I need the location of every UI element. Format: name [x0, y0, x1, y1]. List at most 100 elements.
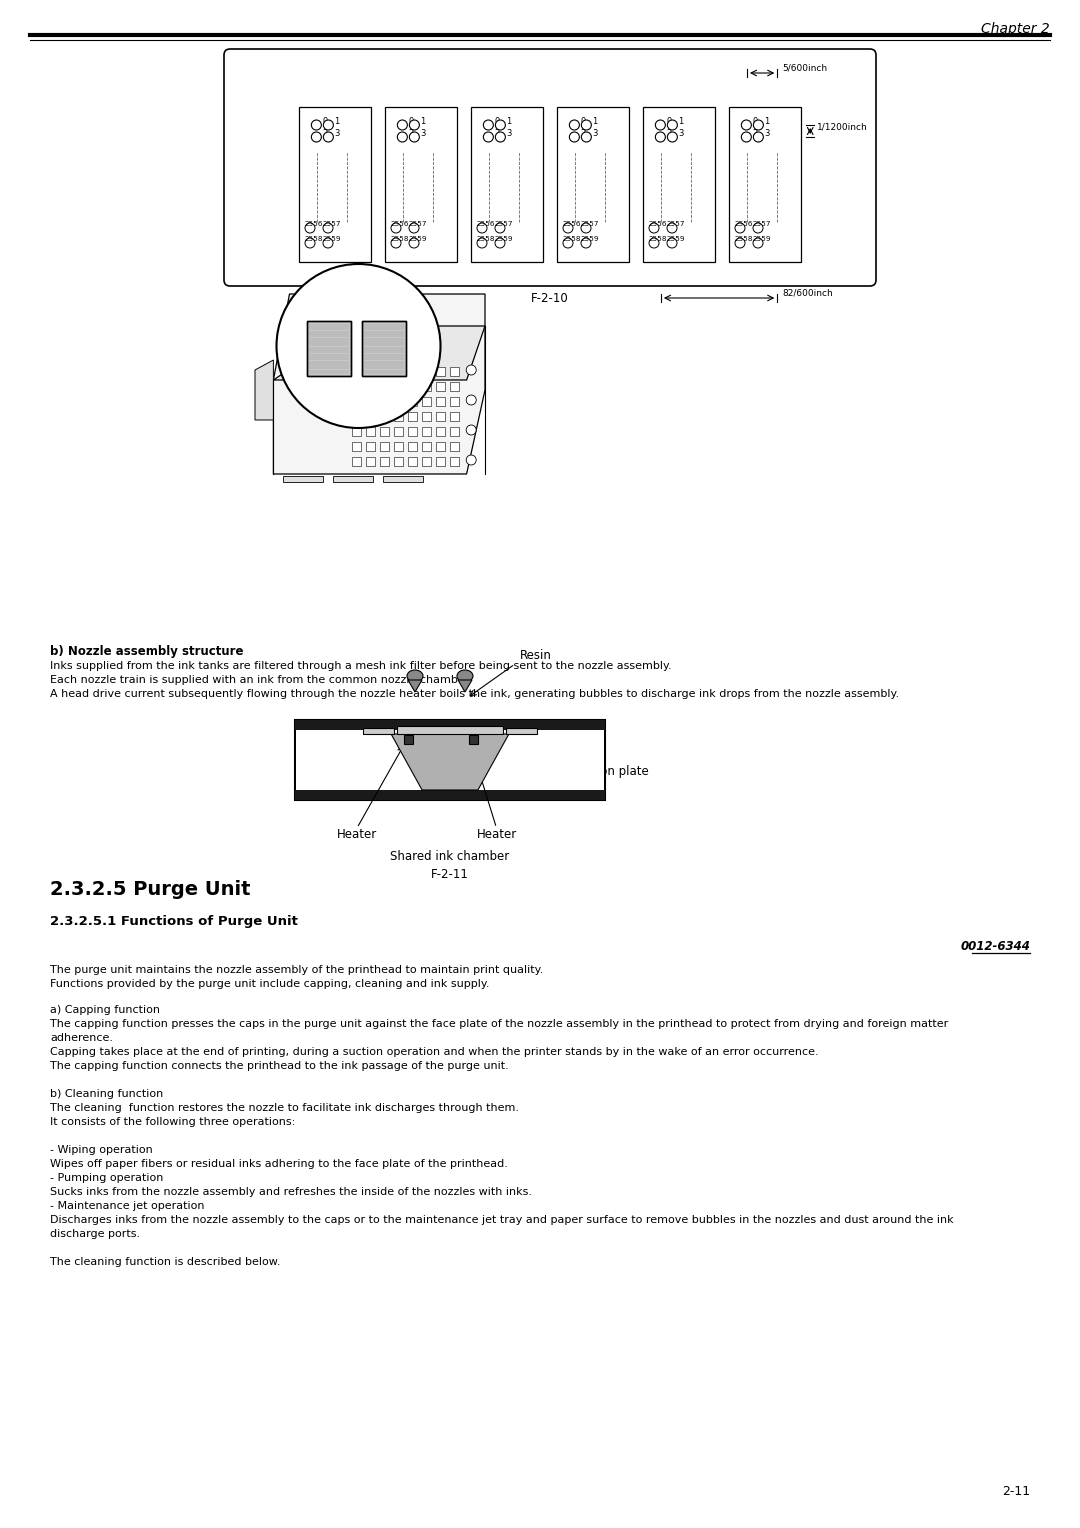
Text: 3: 3 — [335, 130, 340, 139]
Text: 2558: 2558 — [390, 235, 408, 241]
Circle shape — [409, 121, 419, 130]
Bar — [362, 321, 405, 376]
Text: 82/600inch: 82/600inch — [782, 289, 833, 298]
Circle shape — [323, 121, 334, 130]
Bar — [393, 457, 403, 466]
Text: 0: 0 — [666, 118, 672, 127]
Text: 2557: 2557 — [666, 222, 685, 228]
Polygon shape — [273, 325, 485, 380]
Text: b) Cleaning function: b) Cleaning function — [50, 1089, 163, 1099]
Polygon shape — [458, 680, 472, 692]
Bar — [295, 720, 605, 730]
Bar — [449, 442, 459, 451]
Text: 2557: 2557 — [408, 222, 427, 228]
Text: The cleaning  function restores the nozzle to facilitate ink discharges through : The cleaning function restores the nozzl… — [50, 1103, 519, 1112]
Bar — [505, 727, 537, 733]
Bar — [352, 413, 361, 422]
Circle shape — [753, 223, 762, 232]
Text: Each nozzle train is supplied with an ink from the common nozzle chamber.: Each nozzle train is supplied with an in… — [50, 675, 472, 685]
Text: 3: 3 — [765, 130, 770, 139]
Circle shape — [397, 121, 407, 130]
Circle shape — [467, 425, 476, 435]
Text: adherence.: adherence. — [50, 1033, 113, 1044]
Text: Heater: Heater — [337, 828, 377, 840]
Text: 3: 3 — [420, 130, 426, 139]
Text: It consists of the following three operations:: It consists of the following three opera… — [50, 1117, 295, 1128]
Text: 2557: 2557 — [322, 222, 340, 228]
Bar — [435, 426, 445, 435]
Bar — [352, 367, 361, 376]
Bar — [384, 107, 457, 261]
Text: 2558: 2558 — [562, 235, 581, 241]
Text: - Wiping operation: - Wiping operation — [50, 1144, 152, 1155]
Text: 1: 1 — [335, 118, 339, 127]
Bar — [379, 367, 389, 376]
Bar — [393, 367, 403, 376]
Text: 2559: 2559 — [752, 235, 770, 241]
Text: 3: 3 — [507, 130, 512, 139]
Text: 1: 1 — [765, 118, 770, 127]
Bar — [366, 397, 375, 406]
Circle shape — [754, 131, 764, 142]
Bar — [421, 367, 431, 376]
Text: Wipes off paper fibers or residual inks adhering to the face plate of the printh: Wipes off paper fibers or residual inks … — [50, 1160, 508, 1169]
Bar — [295, 720, 605, 801]
Text: Capping takes place at the end of printing, during a suction operation and when : Capping takes place at the end of printi… — [50, 1047, 819, 1057]
Bar — [421, 426, 431, 435]
Bar — [352, 382, 361, 391]
Circle shape — [496, 121, 505, 130]
Circle shape — [581, 131, 592, 142]
Text: 2: 2 — [322, 130, 327, 139]
Bar — [527, 730, 604, 790]
Bar — [362, 321, 405, 376]
Circle shape — [495, 223, 505, 232]
Circle shape — [477, 223, 487, 232]
Circle shape — [311, 131, 322, 142]
Bar — [307, 321, 351, 376]
Bar — [379, 426, 389, 435]
Text: 0012-6344: 0012-6344 — [960, 940, 1030, 953]
Circle shape — [484, 131, 494, 142]
Text: 2: 2 — [666, 130, 672, 139]
Circle shape — [391, 238, 401, 248]
Circle shape — [276, 264, 441, 428]
Polygon shape — [255, 361, 273, 420]
Circle shape — [391, 223, 401, 232]
Text: 2: 2 — [580, 130, 585, 139]
Circle shape — [667, 223, 677, 232]
Text: 1: 1 — [592, 118, 597, 127]
Bar — [449, 457, 459, 466]
Bar — [366, 442, 375, 451]
Circle shape — [667, 131, 677, 142]
Text: 2557: 2557 — [752, 222, 770, 228]
Circle shape — [667, 121, 677, 130]
Circle shape — [467, 396, 476, 405]
Circle shape — [495, 238, 505, 248]
Text: - Maintenance jet operation: - Maintenance jet operation — [50, 1201, 204, 1212]
Text: The purge unit maintains the nozzle assembly of the printhead to maintain print : The purge unit maintains the nozzle asse… — [50, 966, 543, 975]
Text: The capping function connects the printhead to the ink passage of the purge unit: The capping function connects the printh… — [50, 1060, 509, 1071]
Text: 1: 1 — [507, 118, 512, 127]
Text: Resin: Resin — [519, 649, 552, 662]
Polygon shape — [273, 293, 485, 474]
Circle shape — [754, 121, 764, 130]
Circle shape — [649, 223, 659, 232]
Text: 2558: 2558 — [476, 235, 495, 241]
Bar — [407, 367, 417, 376]
Bar — [435, 442, 445, 451]
Bar — [449, 397, 459, 406]
Text: 2558: 2558 — [648, 235, 666, 241]
Circle shape — [569, 121, 579, 130]
Text: Heater: Heater — [476, 828, 516, 840]
Bar — [366, 367, 375, 376]
Text: 1: 1 — [678, 118, 684, 127]
Bar — [421, 413, 431, 422]
Circle shape — [581, 223, 591, 232]
Bar — [435, 382, 445, 391]
Text: - Pumping operation: - Pumping operation — [50, 1174, 163, 1183]
Bar — [352, 442, 361, 451]
Circle shape — [323, 238, 333, 248]
Circle shape — [667, 238, 677, 248]
Text: 2556: 2556 — [476, 222, 495, 228]
Text: 5/600inch: 5/600inch — [782, 64, 827, 72]
